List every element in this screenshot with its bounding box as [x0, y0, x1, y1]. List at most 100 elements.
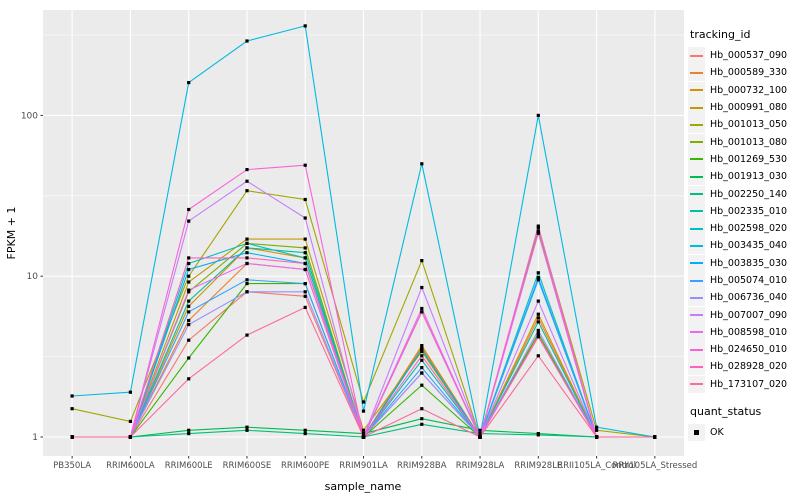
legend-quant-status: quant_status OK [688, 405, 800, 442]
legend-item: Hb_003835_030 [688, 254, 800, 272]
x-tick-label: RRIM600SE [223, 461, 272, 471]
legend-item: Hb_002335_010 [688, 202, 800, 220]
data-point [420, 417, 424, 421]
data-point [187, 274, 191, 278]
x-tick-label: RRIM928BA [397, 461, 447, 471]
data-point [420, 306, 424, 311]
data-point [128, 435, 132, 439]
data-point [536, 312, 540, 316]
legend-item-label: Hb_007007_090 [710, 309, 788, 321]
data-point [245, 261, 249, 266]
data-point [536, 226, 540, 230]
legend-panel: tracking_id Hb_000537_090 Hb_000589_330 Hb… [688, 28, 800, 442]
legend-key [688, 47, 705, 65]
data-point [536, 320, 540, 324]
legend-item: Hb_007007_090 [688, 306, 800, 324]
data-point [303, 267, 307, 272]
legend-key [688, 341, 705, 359]
data-point [245, 246, 249, 250]
x-tick-label: PB350LA [53, 461, 91, 471]
legend-key [688, 272, 705, 289]
data-point [245, 39, 249, 43]
data-point [536, 271, 540, 275]
data-point [595, 435, 599, 439]
line-swatch-icon [690, 262, 703, 265]
data-point [536, 316, 540, 320]
x-tick-label: RRIM600LE [165, 461, 213, 471]
data-point [420, 259, 424, 263]
legend-key [688, 202, 705, 220]
legend-key [688, 133, 705, 151]
legend-item: Hb_003435_040 [688, 237, 800, 255]
data-point [536, 354, 540, 358]
line-swatch-icon [690, 365, 703, 368]
data-point [187, 356, 191, 360]
data-point [361, 432, 366, 436]
data-point [187, 261, 191, 266]
data-point [303, 163, 307, 167]
data-point [245, 428, 249, 432]
legend-key [688, 99, 705, 117]
legend-item-label: Hb_001913_030 [710, 171, 788, 183]
legend-item-label: Hb_000537_090 [710, 50, 788, 62]
data-point [595, 428, 599, 432]
data-point [245, 241, 249, 245]
data-point [536, 229, 540, 233]
data-point [303, 216, 307, 220]
data-point [536, 299, 540, 303]
data-point [536, 433, 540, 437]
legend-key [688, 116, 705, 134]
legend-item-label: Hb_002335_010 [710, 205, 788, 217]
data-point [303, 256, 307, 260]
data-point [420, 422, 424, 426]
x-tick-label: RRIM928LA [456, 461, 505, 471]
x-axis-title: sample_name [325, 480, 402, 493]
data-point [420, 354, 424, 358]
y-axis-title: FPKM + 1 [5, 207, 18, 260]
data-point [303, 305, 307, 309]
data-point [361, 409, 366, 413]
legend-key [688, 81, 705, 99]
legend-item-label: Hb_000732_100 [710, 84, 788, 96]
data-point [303, 251, 307, 255]
legend-item: Hb_001013_050 [688, 116, 800, 134]
line-swatch-icon [690, 210, 703, 213]
data-point [70, 394, 74, 398]
line-swatch-icon [690, 227, 703, 230]
data-point [420, 344, 424, 348]
legend-item: Hb_001913_030 [688, 168, 800, 186]
x-tick-label: RRIM928LE [514, 461, 562, 471]
legend-item: Hb_000537_090 [688, 47, 800, 65]
legend-item-label: Hb_173107_020 [710, 378, 788, 390]
data-point [245, 251, 249, 255]
legend-item: Hb_005074_010 [688, 272, 800, 289]
data-point [361, 400, 366, 404]
legend-item-label: OK [710, 427, 724, 439]
data-point [420, 347, 424, 352]
y-tick-label: 100 [21, 111, 38, 121]
legend-item-label: Hb_003435_040 [710, 240, 788, 252]
data-point [187, 81, 191, 85]
axis-ticks: 1 10 100 PB350LA RRIM600LA RRIM600LE RRIM600SE… [21, 111, 697, 471]
data-point [536, 231, 540, 235]
line-swatch-icon [690, 296, 703, 299]
line-swatch-icon [690, 175, 703, 178]
line-swatch-icon [690, 158, 703, 161]
line-swatch-icon [690, 193, 703, 196]
line-swatch-icon [690, 71, 703, 74]
legend-item-label: Hb_008598_010 [710, 326, 788, 338]
data-point [245, 168, 249, 172]
data-point [536, 328, 540, 332]
legend-item: Hb_001013_080 [688, 133, 800, 151]
data-point [653, 435, 657, 439]
data-point [245, 179, 249, 183]
x-tick-label: RRIM600PE [281, 461, 329, 471]
x-tick-label: RRII105LA_Control [557, 461, 636, 471]
data-point [187, 428, 191, 432]
legend-item-label: Hb_002598_020 [710, 223, 788, 235]
data-point [187, 219, 191, 223]
data-point [420, 310, 424, 314]
data-point [245, 278, 249, 282]
data-point [245, 290, 249, 294]
data-point [303, 294, 307, 298]
